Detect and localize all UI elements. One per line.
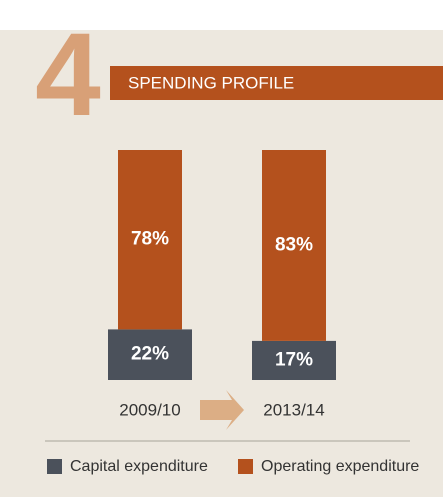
data-label: 83% — [275, 234, 313, 255]
legend-label: Capital expenditure — [70, 458, 208, 475]
bar-segment — [262, 150, 326, 341]
arrow — [200, 390, 244, 430]
data-label: 78% — [131, 229, 169, 250]
chart-title: SPENDING PROFILE — [128, 73, 294, 92]
legend-swatch — [47, 459, 62, 474]
bar-segment — [108, 329, 192, 380]
x-tick-label: 2009/10 — [119, 400, 180, 419]
x-tick-label: 2013/14 — [263, 400, 324, 419]
legend-label: Operating expenditure — [261, 458, 419, 475]
data-label: 22% — [131, 344, 169, 365]
data-label: 17% — [275, 349, 313, 370]
legend-swatch — [238, 459, 253, 474]
section-number: 4 — [35, 9, 101, 141]
title-bar — [110, 66, 443, 100]
bar-segment — [118, 150, 182, 330]
bar-segment — [252, 340, 336, 380]
